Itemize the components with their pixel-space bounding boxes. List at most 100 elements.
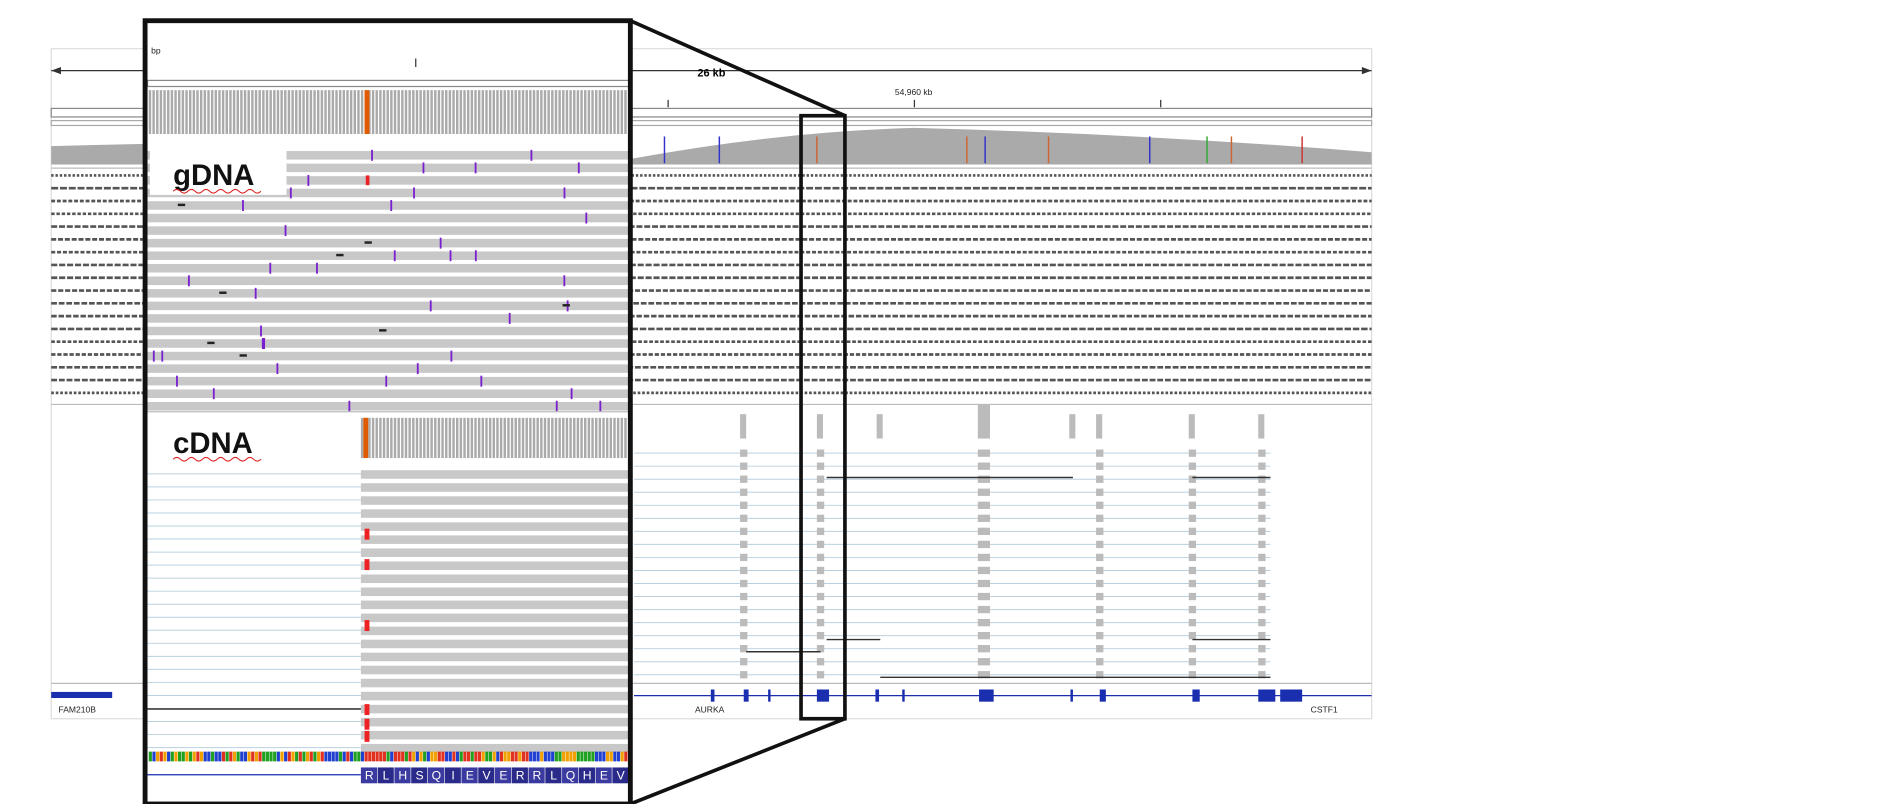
base [237,752,240,762]
coverage-bar [441,418,443,458]
rna-block [1096,463,1103,470]
coverage-bar [504,418,506,458]
coverage-bar [496,418,498,458]
coverage-bar [544,418,546,458]
coverage-bar [588,90,590,134]
base [496,752,499,762]
base [280,752,283,762]
coverage-bar [610,90,612,134]
coverage-bar [379,418,381,458]
base [540,752,543,762]
base [163,752,166,762]
base [361,752,364,762]
amino-acid: V [483,769,492,783]
coverage-bar [262,90,264,134]
ruler-position: 54,960 kb [895,87,933,97]
base [573,752,576,762]
base [178,752,181,762]
coverage-bar [185,90,187,134]
base [156,752,159,762]
rna-block [1189,645,1196,652]
coverage-bar [423,418,425,458]
coverage-bar [515,90,517,134]
base [365,752,368,762]
coverage-bar [156,90,158,134]
base [617,752,620,762]
coverage-bar [376,90,378,134]
base [368,752,371,762]
amino-acid: L [550,769,557,783]
rna-block [1258,632,1265,639]
variant [365,90,370,134]
rna-coverage [1069,414,1075,438]
rna-block [1096,580,1103,587]
base [149,752,152,762]
coverage-bar [496,90,498,134]
coverage-bar [412,418,414,458]
base [544,752,547,762]
base [397,752,400,762]
base [456,752,459,762]
read [361,640,629,649]
coverage-bar [434,90,436,134]
zoom-panel: bp gDNA cDNA RLHSQIEVERRLQHEV [145,21,630,804]
base [577,752,580,762]
coverage-bar [321,90,323,134]
coverage-bar [419,90,421,134]
rna-block [1258,489,1265,496]
rna-block [817,463,824,470]
read [361,548,629,557]
coverage-bar [284,90,286,134]
rna-block [1189,528,1196,535]
exon [1100,689,1106,701]
coverage-bar [482,418,484,458]
base [229,752,232,762]
base [233,752,236,762]
rna-block [740,502,747,509]
coverage-bar [397,90,399,134]
rna-block [817,502,824,509]
coverage-bar [430,90,432,134]
rna-block [740,541,747,548]
coverage-bar [434,418,436,458]
coverage-bar [555,418,557,458]
coverage-bar [226,90,228,134]
base [489,752,492,762]
amino-acid: E [499,769,507,783]
base [518,752,521,762]
coverage-bar [493,418,495,458]
coverage-bar [580,90,582,134]
rna-block [817,541,824,548]
coverage-bar [595,90,597,134]
rna-block [740,528,747,535]
coverage-bar [624,90,626,134]
exon [744,689,749,701]
coverage-bar [211,90,213,134]
rna-block [817,619,824,626]
base [332,752,335,762]
rna-block [1096,658,1103,665]
rna-block [1258,645,1265,652]
rna-block [1189,515,1196,522]
coverage-bar [489,418,491,458]
base [324,752,327,762]
base [606,752,609,762]
coverage-bar [357,90,359,134]
coverage-bar [500,90,502,134]
exon [1070,689,1072,701]
variant [365,620,370,631]
base [416,752,419,762]
read [148,264,630,273]
coverage-bar [515,418,517,458]
rna-block [978,632,990,639]
base [412,752,415,762]
base [346,752,349,762]
rna-block [978,593,990,600]
coverage-bar [544,90,546,134]
base [222,752,225,762]
rna-block [1258,515,1265,522]
rna-block [1096,632,1103,639]
ruler-unit: bp [151,46,161,56]
rna-block [1096,476,1103,483]
base [390,752,393,762]
